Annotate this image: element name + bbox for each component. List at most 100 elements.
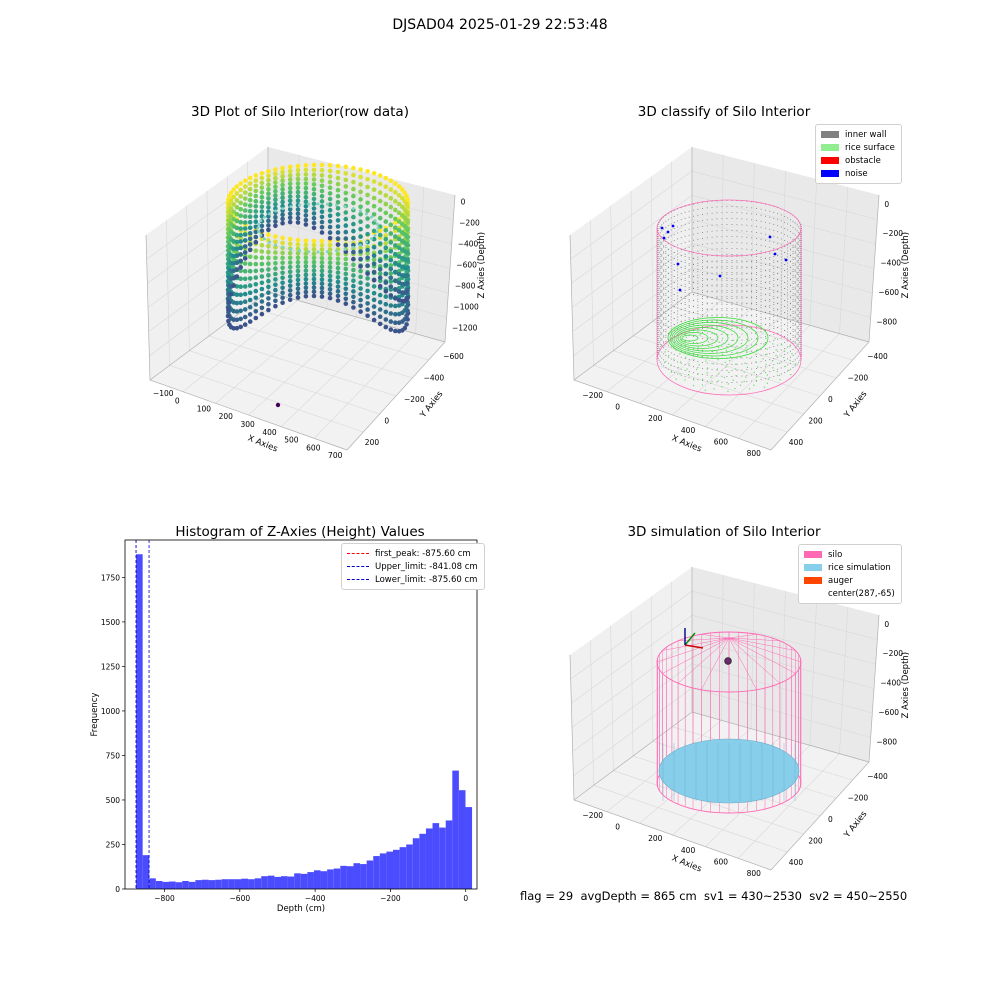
inner-wall-point [661,267,663,269]
raw-point [365,307,370,312]
inner-wall-point [702,202,703,203]
inner-wall-point [760,319,762,321]
raw-point [247,186,253,192]
raw-point [289,205,293,209]
raw-point [335,206,341,211]
inner-wall-point [677,265,679,267]
inner-wall-point [760,256,762,258]
raw-point [351,249,356,255]
inner-wall-point [667,327,669,329]
raw-point [303,208,309,214]
inner-wall-point [693,293,694,295]
inner-wall-point [697,379,699,381]
inner-wall-point [670,370,672,372]
inner-wall-point [787,334,789,336]
inner-wall-point [741,260,743,262]
x-tick-label: 0 [615,823,620,832]
inner-wall-point [659,310,661,312]
inner-wall-point [659,295,661,297]
raw-point [383,254,389,259]
histogram-bar [287,876,295,889]
inner-wall-point [777,338,779,340]
raw-point [253,204,259,209]
inner-wall-point [751,249,753,251]
inner-wall-point [736,267,738,269]
raw-point [266,187,271,192]
inner-wall-point [684,277,686,279]
raw-point [295,255,301,261]
inner-wall-point [677,295,679,297]
inner-wall-point [693,209,694,211]
inner-wall-point [670,217,672,219]
raw-point [253,219,259,224]
inner-wall-point [684,286,686,287]
inner-wall-point [673,270,675,271]
inner-wall-point [680,291,682,293]
raw-point [371,228,377,234]
inner-wall-point [657,315,659,317]
x-tick-label: −200 [582,391,603,400]
raw-point [351,273,356,278]
raw-point [263,215,266,219]
inner-wall-point [794,252,796,254]
inner-wall-point [680,249,682,251]
noise-point [671,224,675,228]
inner-wall-point [780,253,782,255]
inner-wall-point [706,231,708,233]
inner-wall-point [769,240,771,242]
inner-wall-point [731,364,733,365]
classify-plot-title: 3D classify of Silo Interior [637,104,811,120]
raw-point [298,203,301,207]
inner-wall-point [769,317,771,319]
inner-wall-point [726,308,728,309]
raw-point [259,175,265,181]
inner-wall-point [792,355,794,356]
raw-point [303,264,309,269]
inner-wall-point [711,296,713,298]
inner-wall-point [756,260,757,261]
raw-point [274,209,278,213]
z-tick-label: −600 [456,260,477,269]
histogram-bar [439,827,446,889]
inner-wall-point [799,282,801,284]
inner-wall-point [801,306,802,307]
inner-wall-point [665,289,667,290]
inner-wall-point [751,237,753,239]
rice-surface-point [745,347,747,349]
inner-wall-point [716,314,718,316]
inner-wall-point [702,214,703,215]
raw-point [311,191,317,197]
inner-wall-point [721,261,723,263]
raw-point [319,225,325,230]
raw-point [228,292,234,297]
raw-point [311,276,317,282]
inner-wall-point [706,303,708,305]
rice-surface-point [709,337,711,339]
inner-wall-point [798,226,800,228]
inner-wall-point [721,333,723,335]
inner-wall-point [760,313,762,315]
inner-wall-point [711,345,713,347]
inner-wall-point [661,315,663,317]
rice-surface-point [719,330,721,332]
inner-wall-point [716,236,718,238]
inner-wall-point [702,284,703,285]
raw-point [365,176,370,182]
raw-point [351,193,356,199]
y-tick-label: 0 [828,815,833,824]
inner-wall-point [670,250,672,252]
inner-wall-point [688,341,690,343]
inner-wall-point [798,343,800,345]
inner-wall-point [661,273,663,275]
inner-wall-point [673,222,675,223]
inner-wall-point [790,333,791,335]
raw-point [383,175,389,181]
histogram-bar [274,876,282,889]
inner-wall-point [746,296,748,298]
raw-point [238,207,243,212]
inner-wall-point [688,282,690,284]
rice-surface-point [749,357,751,359]
y-tick-label: 750 [106,751,121,760]
raw-point [242,232,248,237]
raw-point [231,246,236,251]
